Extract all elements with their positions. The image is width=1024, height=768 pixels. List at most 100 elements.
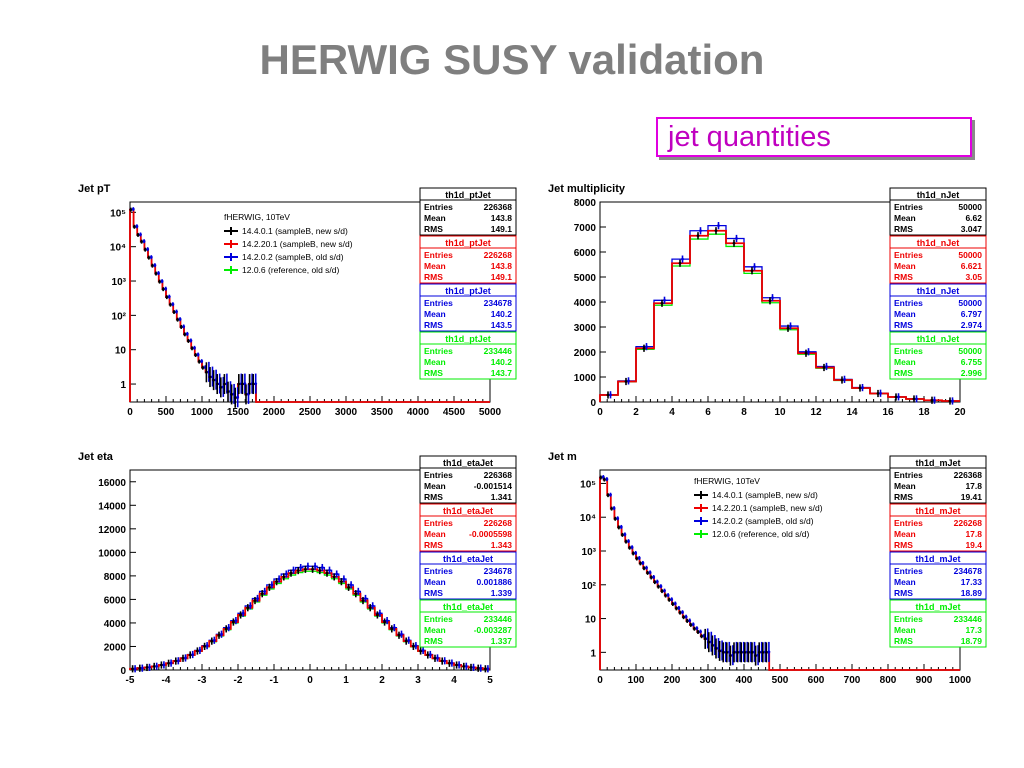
data-point — [347, 585, 350, 589]
data-point — [197, 360, 201, 364]
data-point — [260, 592, 264, 596]
data-point — [181, 656, 185, 660]
data-point — [637, 556, 641, 560]
data-point — [700, 634, 703, 638]
data-point — [807, 350, 810, 354]
data-point — [200, 359, 204, 363]
data-point — [172, 310, 176, 314]
data-point — [196, 353, 200, 356]
legend-entry: 14.2.20.1 (sampleB, new s/d) — [242, 239, 353, 249]
data-point — [237, 382, 241, 386]
stats-value: 3.047 — [961, 224, 983, 234]
data-point — [599, 476, 603, 479]
stats-label: Mean — [424, 529, 446, 539]
data-point — [354, 592, 358, 596]
stats-value: 6.621 — [961, 261, 983, 271]
data-point — [476, 666, 480, 670]
data-point — [725, 650, 729, 654]
stats-label: Mean — [894, 213, 916, 223]
stats-label: Mean — [894, 357, 916, 367]
data-point — [645, 566, 648, 570]
stats-value: -0.003287 — [474, 625, 513, 635]
data-point — [198, 649, 202, 652]
data-point — [215, 382, 219, 386]
data-point — [695, 626, 699, 630]
data-point — [392, 626, 396, 630]
data-point — [771, 296, 774, 300]
data-point — [717, 224, 720, 228]
stats-value: 149.1 — [491, 272, 513, 282]
y-tick-label: 10³ — [112, 277, 127, 288]
stats-value: 234678 — [484, 298, 513, 308]
data-point — [296, 569, 300, 572]
data-point — [282, 575, 286, 579]
y-tick-label: 10⁴ — [580, 513, 596, 524]
data-point — [217, 633, 221, 637]
y-tick-label: 0 — [590, 398, 596, 409]
data-point — [220, 632, 223, 636]
data-point — [263, 590, 267, 593]
data-point — [699, 630, 702, 633]
data-point — [610, 507, 613, 510]
stats-label: RMS — [424, 588, 443, 598]
stats-label: Entries — [424, 346, 453, 356]
stats-value: 1.343 — [491, 540, 513, 550]
data-point — [306, 564, 310, 568]
stats-value: 226268 — [484, 250, 513, 260]
legend-entry: 14.2.0.2 (sampleB, old s/d) — [712, 516, 814, 526]
stats-label: Mean — [424, 213, 446, 223]
data-point — [659, 584, 663, 588]
data-point — [691, 623, 695, 626]
stats-label: Entries — [894, 566, 923, 576]
data-point — [277, 577, 281, 581]
data-point — [616, 516, 620, 520]
stats-label: RMS — [894, 540, 913, 550]
x-tick-label: 1 — [343, 675, 349, 686]
stats-label: RMS — [424, 636, 443, 646]
data-point — [254, 382, 258, 386]
stats-value: 6.797 — [961, 309, 983, 319]
data-point — [140, 666, 144, 670]
data-point — [414, 644, 418, 648]
y-tick-label: 10³ — [582, 547, 597, 558]
data-point — [176, 659, 180, 663]
stats-box — [419, 235, 517, 284]
data-point — [707, 640, 711, 644]
data-point — [219, 385, 223, 389]
data-point — [230, 392, 234, 396]
data-point — [171, 302, 175, 306]
data-point — [154, 272, 158, 275]
data-point — [664, 594, 667, 597]
y-tick-label: 1 — [590, 648, 596, 659]
data-point — [648, 571, 652, 574]
stats-value: 233446 — [484, 614, 513, 624]
legend-title: fHERWIG, 10TeV — [224, 212, 290, 222]
data-point — [462, 665, 466, 668]
stats-box — [419, 283, 517, 332]
data-point — [484, 667, 487, 671]
series-2-line — [599, 229, 960, 402]
data-point — [623, 533, 627, 536]
data-point — [176, 318, 179, 322]
panel-jet-m: Jet m 0 100 200 300 400 500 600 700 800 900 1000 1 10… — [548, 451, 987, 686]
data-point — [421, 649, 425, 652]
data-point — [660, 301, 664, 305]
stats-label: Entries — [424, 518, 453, 528]
y-tick-label: 12000 — [98, 525, 126, 536]
data-point — [714, 647, 718, 650]
panel-jet-multiplicity: Jet multiplicity 0 2 4 6 8 10 12 14 16 18 20 0 1000 20… — [548, 183, 987, 418]
x-tick-label: 3 — [415, 675, 421, 686]
data-point — [419, 649, 422, 653]
data-point — [641, 561, 645, 565]
data-point — [169, 661, 173, 665]
data-point — [140, 240, 143, 244]
data-point — [688, 619, 692, 622]
data-point — [169, 303, 172, 307]
data-point — [767, 650, 771, 654]
data-point — [335, 572, 339, 576]
x-tick-label: 0 — [127, 407, 133, 418]
x-tick-label: -5 — [126, 675, 135, 686]
data-point — [243, 382, 247, 386]
stats-label: Entries — [424, 470, 453, 480]
stats-label: Mean — [424, 625, 446, 635]
